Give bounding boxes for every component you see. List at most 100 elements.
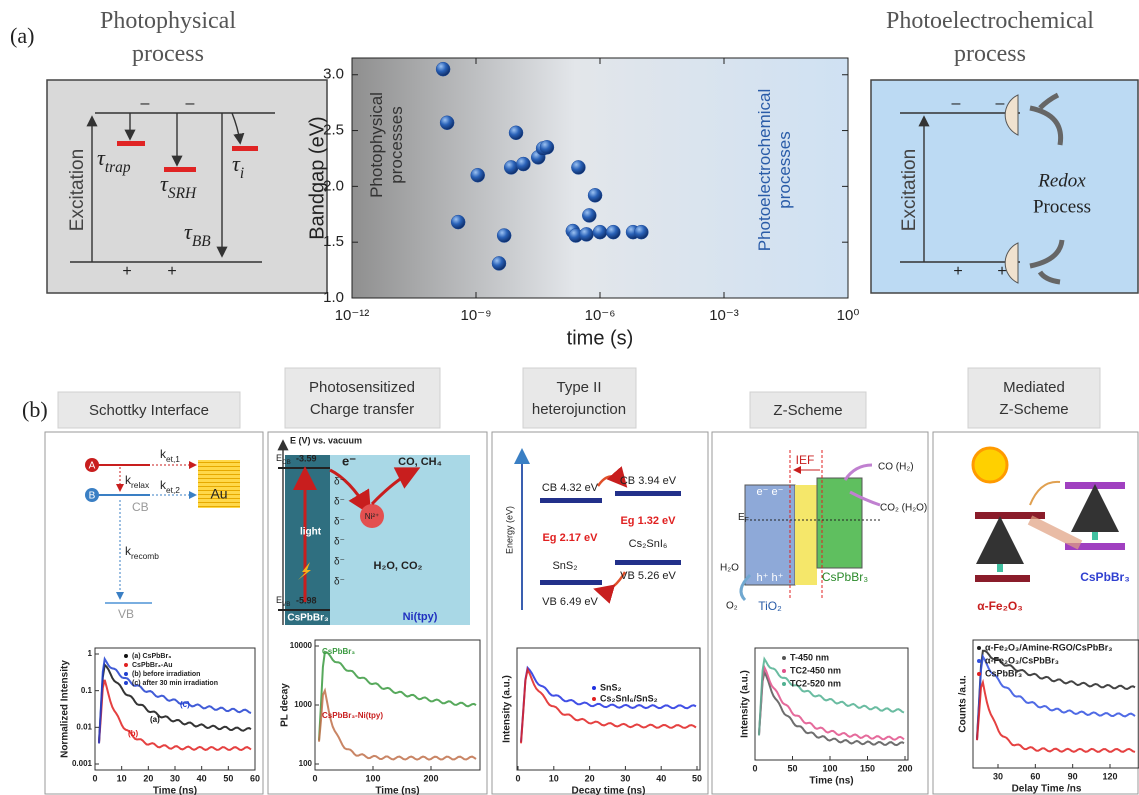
diagram-label: Process [1033, 196, 1091, 217]
x-tick-label: 150 [860, 763, 875, 773]
subscript: CB [282, 459, 291, 466]
panel-label: (b) [22, 397, 48, 422]
sign: + [997, 263, 1006, 280]
x-axis-label: Decay time (ns) [572, 786, 646, 795]
legend-entry: SnS₂ [600, 682, 622, 692]
symbol: E [276, 595, 282, 605]
photosensitized-diagram: E (V) vs. vacuum ECB -3.59 EVB -5.98 e⁻ … [276, 435, 470, 625]
x-tick-label: 0 [752, 763, 757, 773]
text-line: process [954, 41, 1026, 67]
symbol: E [276, 453, 282, 463]
level-label: CB 3.94 eV [620, 475, 677, 487]
data-point [439, 115, 455, 130]
gap-label: Eg 2.17 eV [542, 532, 598, 544]
curve-label: (c) [180, 700, 190, 709]
y-tick-label: 1000 [294, 700, 312, 709]
legend-swatch [782, 656, 786, 660]
legend-swatch [124, 654, 128, 658]
curve-label: CsPbBr₃-Ni(tpy) [322, 711, 383, 720]
legend-entry: (b) before irradiation [132, 671, 200, 678]
data-point [516, 156, 531, 172]
y-tick-label: 1.5 [323, 233, 344, 250]
x-tick-label: 10⁻³ [709, 307, 739, 324]
panel-frames [44, 431, 1139, 795]
x-tick-label: 120 [1102, 771, 1117, 781]
subscript: F [745, 517, 749, 524]
material-label: TiO₂ [758, 599, 782, 613]
y-axis-label: Intensity (a.u.) [502, 675, 513, 743]
annotation: Photoelectrochemicalprocesses [755, 89, 794, 252]
metal-label: Ni²⁺ [365, 512, 379, 521]
y-tick-label: 1 [88, 649, 93, 658]
charge-label: δ⁻ [334, 557, 345, 568]
panel-label: (a) [10, 23, 34, 48]
data-point [496, 228, 512, 243]
x-tick-label: 30 [993, 771, 1003, 781]
legend-entry: α-Fe₂O₃/Amine-RGO/CsPbBr₃ [985, 642, 1112, 652]
x-tick-label: 0 [92, 773, 97, 783]
decay-curve [976, 678, 1136, 753]
rate-label: krelax [125, 473, 150, 490]
sign: + [122, 263, 131, 280]
subscript: BB [192, 233, 211, 250]
field-label: IEF [796, 453, 815, 467]
symbol: k [125, 473, 132, 487]
decay-plot: 0 10 20 30 40 50 Decay time (ns) Intensity (a.u… [502, 647, 702, 795]
heterojunction-diagram: Energy (eV) CB 4.32 eV CB 3.94 eV Eg 2.1… [504, 448, 681, 610]
y-tick-label: 2.0 [323, 177, 344, 194]
decay-curve [520, 666, 697, 744]
text-line: Photosensitized [309, 379, 415, 396]
y-axis-label: PL decay [280, 683, 291, 727]
legend-entry: T-450 nm [790, 652, 829, 662]
data-point [587, 188, 603, 203]
level-value: -3.59 [296, 453, 317, 463]
axis-label: Energy (eV) [504, 506, 514, 554]
symbol: E [738, 512, 745, 523]
plot-frame [754, 647, 909, 761]
legend-entry: CsPbBr₃-Au [132, 662, 173, 669]
text-line: processes [387, 106, 406, 183]
text-line: process [132, 41, 204, 67]
data-point [508, 125, 524, 141]
data-point [470, 167, 485, 183]
decay-plot: 0 50 100 150 200 Time (ns) Intensity (a.u.) T-4… [740, 647, 913, 787]
band-label: VB [118, 607, 134, 621]
sign: – [952, 95, 961, 112]
x-tick-label: 40 [197, 773, 207, 783]
x-tick-label: 10⁰ [837, 307, 860, 324]
z-scheme-diagram: IEF CO (H₂) CO₂ (H₂O) EF H₂O O₂ TiO₂ CsP… [720, 450, 927, 613]
x-tick-label: 40 [656, 773, 666, 783]
x-tick-label: 0 [515, 773, 520, 783]
reactant-label: H₂O [720, 563, 739, 574]
level-value: -5.98 [296, 595, 317, 605]
material-label: Cs₂SnI₆ [629, 538, 668, 550]
x-axis-label: Time (ns) [809, 776, 853, 787]
panel-title: Z-Scheme [773, 402, 842, 419]
data-point [579, 227, 594, 242]
axis-label: Excitation [899, 149, 920, 231]
curve-label: CsPbBr₃ [322, 647, 355, 656]
axis-label: E (V) vs. vacuum [290, 435, 362, 445]
symbol: k [160, 478, 167, 492]
decay-curve [758, 669, 905, 747]
decay-curve [98, 662, 252, 743]
panel-headers [57, 367, 1101, 429]
decay-curve [976, 649, 1136, 739]
symbol: k [125, 544, 132, 558]
legend-swatch [592, 697, 596, 701]
carrier-label: e⁻ e⁻ [757, 486, 784, 498]
data-point [435, 61, 451, 77]
panel-title: Schottky Interface [89, 402, 209, 419]
legend-entry: (a) CsPbBr₃ [132, 653, 171, 660]
mediated-z-scheme-diagram: CsPbBr₃ α-Fe₂O₃ [971, 446, 1130, 613]
data-point [503, 160, 519, 175]
legend-swatch [977, 672, 981, 676]
text-line: Schottky Interface [89, 402, 209, 419]
state-label: A [89, 461, 96, 472]
legend-swatch [977, 646, 981, 650]
x-tick-label: 100 [365, 773, 380, 783]
annotation: Photophysicalprocesses [367, 92, 406, 198]
charge-label: δ⁻ [334, 477, 345, 488]
reactant-label: H₂O, CO₂ [374, 560, 423, 572]
